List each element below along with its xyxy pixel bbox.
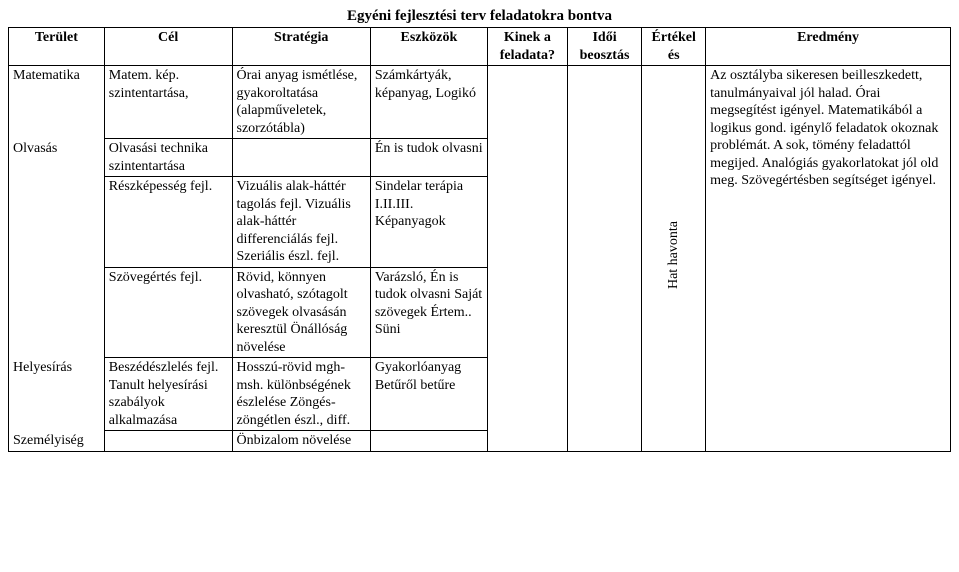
- cell-strat: Órai anyag ismétlése, gyakoroltatása (al…: [232, 66, 370, 139]
- cell-terulet: [9, 267, 105, 358]
- cell-eszk: [370, 431, 487, 452]
- cell-strat: Önbizalom növelése: [232, 431, 370, 452]
- th-terulet: Terület: [9, 28, 105, 66]
- th-eszkozok: Eszközök: [370, 28, 487, 66]
- cell-idoi: [567, 66, 642, 452]
- cell-eredmeny: Az osztályba sikeresen beilleszkedett, t…: [706, 66, 951, 452]
- cell-terulet: Matematika: [9, 66, 105, 139]
- header-row: Terület Cél Stratégia Eszközök Kinek a f…: [9, 28, 951, 66]
- cell-terulet: Olvasás: [9, 139, 105, 177]
- cell-cel: Matem. kép. szintentartása,: [104, 66, 232, 139]
- th-cel: Cél: [104, 28, 232, 66]
- table-row: Matematika Matem. kép. szintentartása, Ó…: [9, 66, 951, 139]
- th-eredmeny: Eredmény: [706, 28, 951, 66]
- rotated-label: Hat havonta: [665, 221, 683, 289]
- cell-eszk: Én is tudok olvasni: [370, 139, 487, 177]
- cell-strat: Rövid, könnyen olvasható, szótagolt szöv…: [232, 267, 370, 358]
- cell-kinek: [487, 66, 567, 452]
- th-ertekel: Értékel és: [642, 28, 706, 66]
- cell-strat: [232, 139, 370, 177]
- cell-cel: Részképesség fejl.: [104, 177, 232, 268]
- cell-terulet: [9, 177, 105, 268]
- cell-strat: Vizuális alak-háttér tagolás fejl. Vizuá…: [232, 177, 370, 268]
- th-idoi: Idői beosztás: [567, 28, 642, 66]
- page-title: Egyéni fejlesztési terv feladatokra bont…: [8, 8, 951, 25]
- cell-strat: Hosszú-rövid mgh-msh. különbségének észl…: [232, 358, 370, 431]
- cell-terulet: Személyiség: [9, 431, 105, 452]
- plan-table: Terület Cél Stratégia Eszközök Kinek a f…: [8, 27, 951, 452]
- cell-cel: Szövegértés fejl.: [104, 267, 232, 358]
- cell-eszk: Varázsló, Én is tudok olvasni Saját szöv…: [370, 267, 487, 358]
- th-strategia: Stratégia: [232, 28, 370, 66]
- cell-ertekel: Hat havonta: [642, 66, 706, 452]
- cell-cel: Beszédészlelés fejl. Tanult helyesírási …: [104, 358, 232, 431]
- cell-eszk: Gyakorlóanyag Betűről betűre: [370, 358, 487, 431]
- th-kinek: Kinek a feladata?: [487, 28, 567, 66]
- cell-cel: Olvasási technika szintentartása: [104, 139, 232, 177]
- cell-cel: [104, 431, 232, 452]
- cell-eszk: Számkártyák, képanyag, Logikó: [370, 66, 487, 139]
- cell-terulet: Helyesírás: [9, 358, 105, 431]
- cell-eszk: Sindelar terápia I.II.III. Képanyagok: [370, 177, 487, 268]
